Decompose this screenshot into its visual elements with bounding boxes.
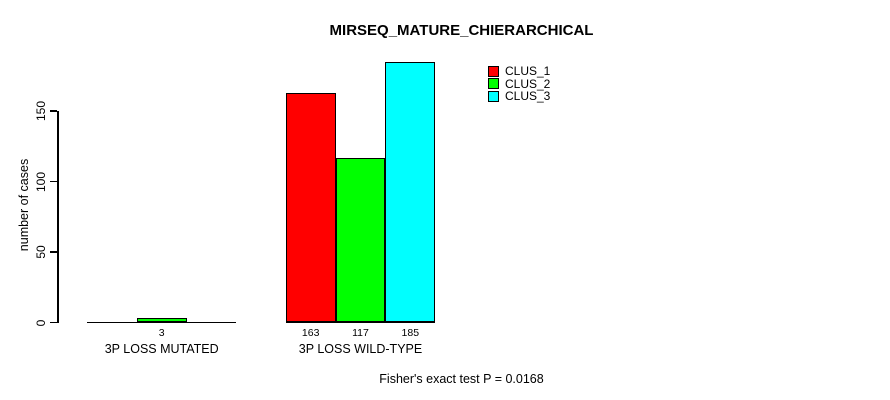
bar-clus-1 — [285, 92, 336, 323]
y-axis-tick-label: 0 — [34, 319, 48, 326]
y-axis-tick — [50, 110, 57, 112]
bar-value-label: 185 — [401, 327, 420, 339]
bar-value-label: 163 — [301, 327, 320, 339]
legend-item: CLUS_2 — [488, 76, 551, 91]
bar-clus-3 — [385, 61, 436, 323]
legend: CLUS_1 CLUS_2 CLUS_3 — [488, 65, 550, 103]
y-axis-tick — [50, 180, 57, 183]
legend-item: CLUS_3 — [488, 90, 550, 103]
legend-swatch-clus-3 — [488, 90, 499, 102]
y-axis-label: number of cases — [17, 158, 31, 252]
y-axis-tick-label: 50 — [34, 245, 48, 259]
bar-clus-2 — [335, 157, 386, 323]
bar-value-label: 3 — [158, 327, 165, 339]
legend-swatch-clus-2 — [488, 78, 499, 90]
y-axis-line — [57, 111, 59, 323]
legend-swatch-clus-1 — [488, 65, 499, 77]
legend-item-label: CLUS_3 — [505, 89, 551, 103]
legend-item: CLUS_1 — [488, 65, 550, 78]
legend-item-label: CLUS_1 — [505, 64, 551, 78]
chart-title: MIRSEQ_MATURE_CHIERARCHICAL — [329, 22, 594, 39]
legend-item-label: CLUS_2 — [505, 76, 551, 91]
bar-clus-2 — [136, 318, 187, 323]
bar-value-label: 117 — [352, 327, 369, 339]
y-axis-tick-label: 100 — [34, 171, 48, 192]
y-axis-tick — [50, 251, 57, 253]
x-axis-group-label: 3P LOSS MUTATED — [104, 342, 219, 356]
y-axis-tick — [50, 321, 57, 324]
x-axis-group-label: 3P LOSS WILD-TYPE — [298, 342, 423, 356]
y-axis-tick-label: 150 — [34, 100, 48, 122]
footer-stat-annotation: Fisher's exact test P = 0.0168 — [379, 372, 544, 386]
